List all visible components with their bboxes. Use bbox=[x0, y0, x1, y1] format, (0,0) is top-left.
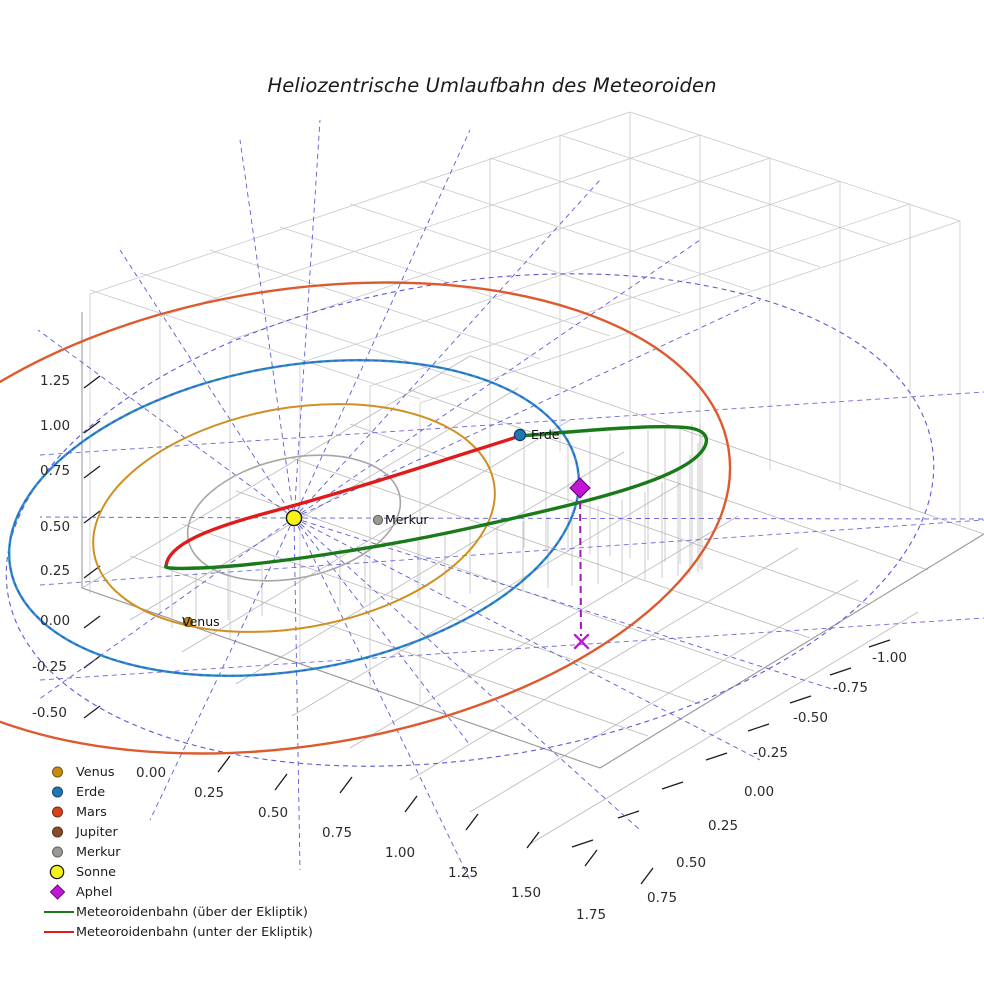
legend-item-merkur[interactable]: Merkur bbox=[42, 842, 342, 862]
venus-annotation: Venus bbox=[182, 614, 220, 629]
merkur-marker-icon bbox=[42, 842, 76, 862]
axis-spines bbox=[81, 312, 984, 769]
legend-label-aphel: Aphel bbox=[76, 884, 113, 900]
legend-item-erde[interactable]: Erde bbox=[42, 782, 342, 802]
meteoroid-below-line-icon bbox=[42, 922, 76, 942]
legend-item-meteoroid-below[interactable]: Meteoroidenbahn (unter der Ekliptik) bbox=[42, 922, 342, 942]
y-tick-label-2: -0.50 bbox=[793, 710, 828, 726]
venus-marker bbox=[182, 616, 194, 628]
sonne-marker bbox=[285, 509, 303, 527]
y-tick-label-4: 0.00 bbox=[744, 784, 775, 800]
y-tick-marks bbox=[571, 639, 891, 848]
chart-title: Heliozentrische Umlaufbahn des Meteoroid… bbox=[267, 74, 717, 97]
mars-orbit bbox=[0, 281, 732, 755]
sonne-marker-icon bbox=[42, 862, 76, 882]
x-tick-marks bbox=[217, 755, 654, 885]
z-tick-label-6: -0.25 bbox=[32, 659, 67, 675]
z-tick-label-7: -0.50 bbox=[32, 705, 67, 721]
erde-marker bbox=[513, 428, 527, 442]
y-tick-label-7: 0.75 bbox=[647, 890, 678, 906]
legend-label-merkur: Merkur bbox=[76, 844, 121, 860]
merkur-annotation: Merkur bbox=[385, 512, 429, 527]
z-tick-marks bbox=[83, 375, 101, 719]
y-tick-label-0: -1.00 bbox=[872, 650, 907, 666]
legend-item-sonne[interactable]: Sonne bbox=[42, 862, 342, 882]
aphel-marker bbox=[569, 477, 591, 499]
x-tick-label-3: 0.75 bbox=[322, 825, 353, 841]
x-tick-label-0: 0.00 bbox=[136, 765, 167, 781]
legend-label-sonne: Sonne bbox=[76, 864, 117, 880]
meteoroid-orbit-above-ecliptic bbox=[164, 425, 709, 571]
ecliptic-reference-lines bbox=[39, 391, 984, 681]
orbit-droplines bbox=[171, 424, 703, 628]
x-tick-label-1: 0.25 bbox=[194, 785, 225, 801]
legend-label-meteoroid-above: Meteoroidenbahn (über der Ekliptik) bbox=[76, 904, 308, 920]
aphel-marker-icon bbox=[42, 882, 76, 902]
meteoroid-above-line-icon bbox=[42, 902, 76, 922]
legend-item-jupiter[interactable]: Jupiter bbox=[42, 822, 342, 842]
aphel-projection-marker bbox=[573, 633, 590, 650]
legend-label-venus: Venus bbox=[76, 764, 115, 780]
y-tick-label-1: -0.75 bbox=[833, 680, 868, 696]
z-tick-label-0: 1.25 bbox=[40, 373, 71, 389]
x-tick-label-7: 1.75 bbox=[576, 907, 607, 923]
z-tick-label-4: 0.25 bbox=[40, 563, 71, 579]
legend-label-jupiter: Jupiter bbox=[76, 824, 118, 840]
grid-wall-vertical bbox=[89, 112, 961, 703]
erde-marker-icon bbox=[42, 782, 76, 802]
x-tick-label-5: 1.25 bbox=[448, 865, 479, 881]
merkur-marker bbox=[372, 514, 384, 526]
erde-annotation: Erde bbox=[531, 427, 560, 442]
grid-top-pane bbox=[89, 111, 961, 404]
legend: Venus Erde Mars Jupiter Merkur bbox=[42, 762, 342, 942]
y-tick-label-6: 0.50 bbox=[676, 855, 707, 871]
legend-label-mars: Mars bbox=[76, 804, 107, 820]
legend-item-meteoroid-above[interactable]: Meteoroidenbahn (über der Ekliptik) bbox=[42, 902, 342, 922]
z-tick-label-2: 0.75 bbox=[40, 463, 71, 479]
erde-orbit bbox=[7, 358, 581, 678]
y-tick-label-5: 0.25 bbox=[708, 818, 739, 834]
aphel-dropline bbox=[579, 489, 582, 637]
legend-item-aphel[interactable]: Aphel bbox=[42, 882, 342, 902]
legend-label-erde: Erde bbox=[76, 784, 106, 800]
z-tick-label-3: 0.50 bbox=[40, 519, 71, 535]
jupiter-marker-icon bbox=[42, 822, 76, 842]
x-tick-label-2: 0.50 bbox=[258, 805, 289, 821]
y-tick-label-3: -0.25 bbox=[753, 745, 788, 761]
meteoroid-orbit-below-ecliptic bbox=[164, 434, 522, 568]
x-tick-label-4: 1.00 bbox=[385, 845, 416, 861]
venus-orbit bbox=[92, 403, 496, 633]
x-tick-label-6: 1.50 bbox=[511, 885, 542, 901]
z-tick-label-1: 1.00 bbox=[40, 418, 71, 434]
legend-item-venus[interactable]: Venus bbox=[42, 762, 342, 782]
z-tick-label-5: 0.00 bbox=[40, 613, 71, 629]
legend-item-mars[interactable]: Mars bbox=[42, 802, 342, 822]
legend-label-meteoroid-below: Meteoroidenbahn (unter der Ekliptik) bbox=[76, 924, 313, 940]
venus-marker-icon bbox=[42, 762, 76, 782]
jupiter-orbit bbox=[5, 273, 935, 767]
grid-floor-pane bbox=[81, 355, 984, 845]
mars-marker-icon bbox=[42, 802, 76, 822]
